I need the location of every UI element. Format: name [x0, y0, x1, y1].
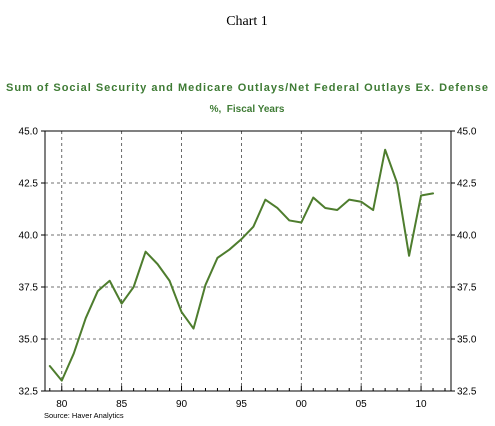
series-layer: [48, 148, 435, 382]
y-tick-label-left: 42.5: [19, 179, 39, 190]
y-axis-left: 32.5 35.0 37.5 40.0 42.5 45.0: [19, 127, 45, 398]
series-line: [48, 148, 435, 382]
plot-border: [44, 130, 452, 392]
y-tick-label-right: 40.0: [457, 231, 477, 242]
grid-lines: [45, 131, 451, 391]
x-tick-label: 95: [236, 399, 248, 410]
y-tick-label-right: 32.5: [457, 387, 477, 398]
chart-number-label: Chart 1: [226, 14, 268, 29]
y-tick-label-right: 45.0: [457, 127, 477, 138]
y-tick-label-left: 37.5: [19, 283, 39, 294]
source-note: Source: Haver Analytics: [44, 411, 124, 420]
y-tick-label-left: 45.0: [19, 127, 39, 138]
x-tick-label: 05: [356, 399, 368, 410]
x-tick-label: 10: [415, 399, 427, 410]
x-tick-label: 90: [176, 399, 188, 410]
chart-subtitle: %, Fiscal Years: [210, 104, 285, 115]
plot-frame: [44, 130, 452, 392]
y-tick-label-right: 42.5: [457, 179, 477, 190]
chart-title: Sum of Social Security and Medicare Outl…: [6, 82, 488, 94]
x-tick-label: 85: [116, 399, 128, 410]
y-tick-label-left: 35.0: [19, 335, 39, 346]
x-tick-label: 80: [56, 399, 68, 410]
y-axis-right: 32.5 35.0 37.5 40.0 42.5 45.0: [451, 127, 477, 398]
y-tick-label-right: 35.0: [457, 335, 477, 346]
y-tick-label-right: 37.5: [457, 283, 477, 294]
x-tick-label: 00: [296, 399, 308, 410]
x-axis: 80 85 90 95 00 05 10: [49, 386, 446, 410]
y-tick-label-left: 40.0: [19, 231, 39, 242]
y-tick-label-left: 32.5: [19, 387, 39, 398]
